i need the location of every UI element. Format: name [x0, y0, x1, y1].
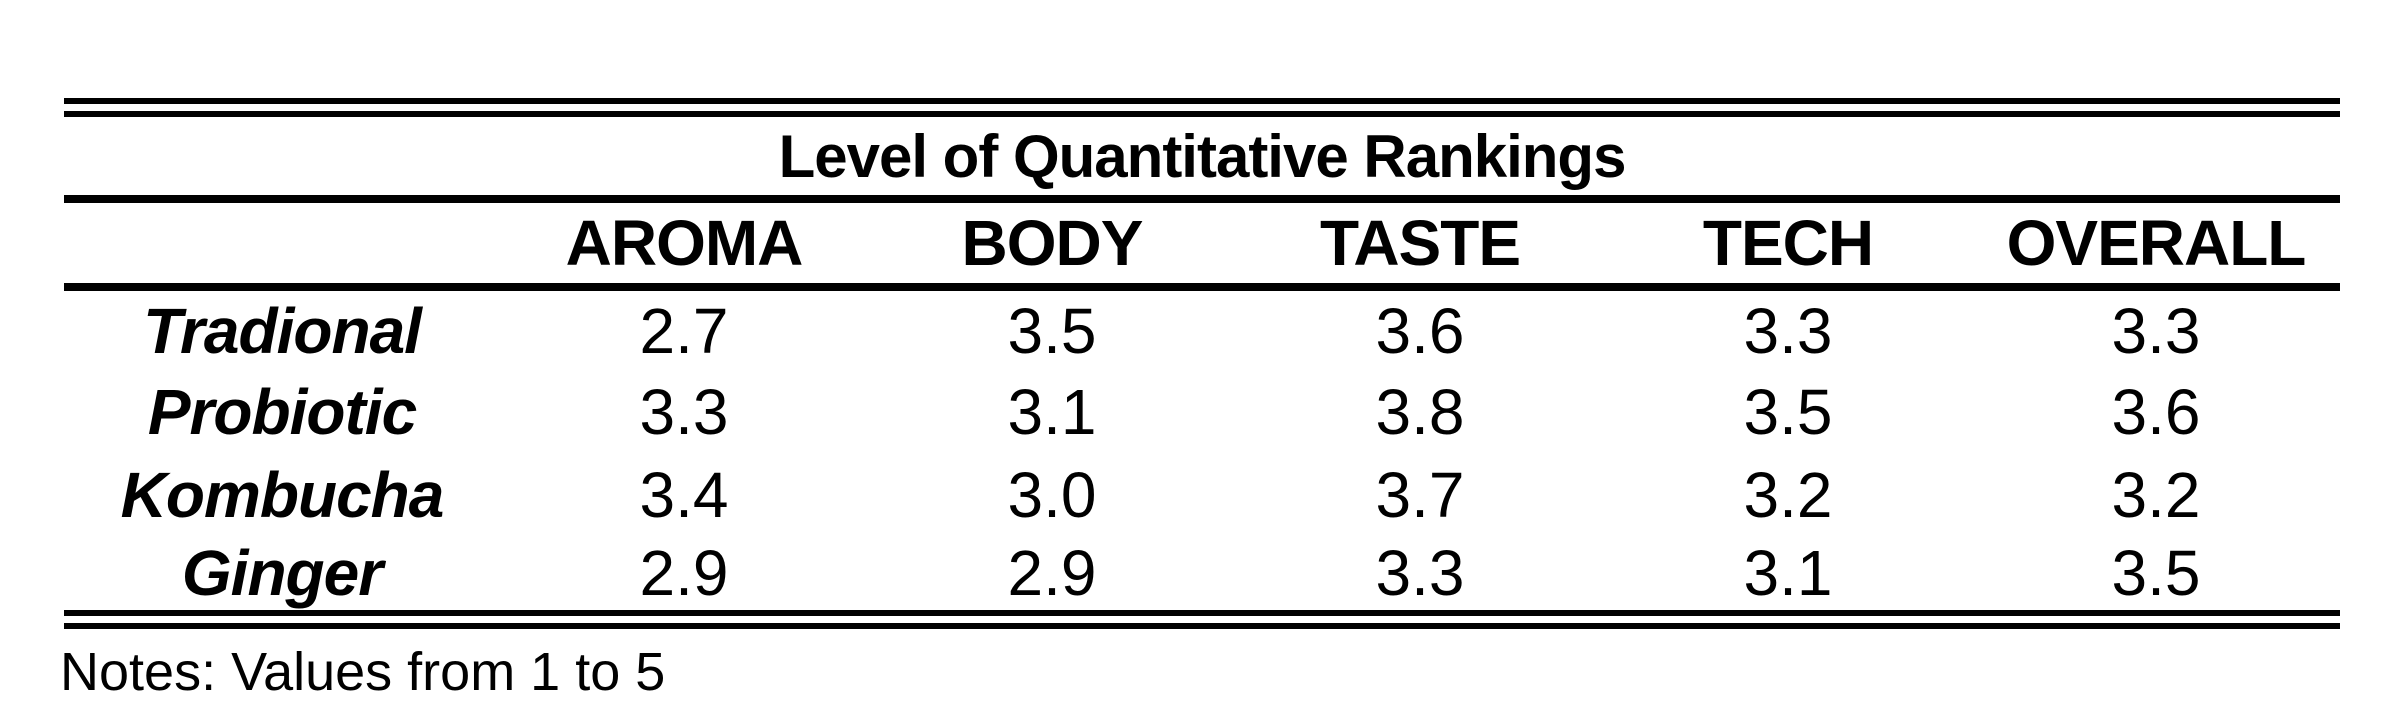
column-header-overall: OVERALL: [1972, 199, 2341, 291]
cell-ginger-body: 2.9: [1007, 537, 1097, 609]
title-row: Level of Quantitative Rankings: [64, 107, 2341, 203]
cell-kombucha-body: 3.0: [1007, 458, 1097, 531]
column-header-taste: TASTE: [1236, 199, 1604, 291]
corner-cell: [64, 199, 500, 291]
cell-ginger-aroma: 2.9: [639, 537, 729, 609]
cell-kombucha-tech: 3.2: [1743, 458, 1833, 531]
cell-ginger-tech: 3.1: [1743, 537, 1833, 609]
cell-tradional-overall: 3.3: [2111, 294, 2201, 367]
column-header-aroma: AROMA: [500, 199, 868, 291]
table-title: Level of Quantitative Rankings: [64, 107, 2341, 203]
table-row-kombucha: Kombucha 3.4 3.0 3.7 3.2 3.2: [64, 453, 2340, 536]
column-header-body: BODY: [868, 199, 1236, 291]
cell-tradional-body: 3.5: [1007, 294, 1097, 367]
cell-kombucha-aroma: 3.4: [639, 458, 729, 531]
rankings-table: Level of Quantitative Rankings AROMA BOD…: [64, 98, 2341, 629]
table-row-probiotic: Probiotic 3.3 3.1 3.8 3.5 3.6: [64, 370, 2340, 453]
cell-kombucha-overall: 3.2: [2111, 458, 2201, 531]
table-notes: Notes: Values from 1 to 5: [60, 642, 666, 702]
column-header-tech: TECH: [1604, 199, 1972, 291]
cell-tradional-aroma: 2.7: [639, 294, 729, 367]
cell-ginger-overall: 3.5: [2111, 537, 2201, 609]
cell-kombucha-taste: 3.7: [1375, 458, 1465, 531]
row-label-ginger: Ginger: [181, 537, 383, 609]
cell-probiotic-tech: 3.5: [1743, 375, 1833, 448]
table-row-tradional: Tradional 2.7 3.5 3.6 3.3 3.3: [64, 287, 2340, 370]
table-row-ginger: Ginger 2.9 2.9 3.3 3.1 3.5: [64, 536, 2340, 620]
cell-tradional-taste: 3.6: [1375, 294, 1465, 367]
cell-probiotic-aroma: 3.3: [639, 375, 729, 448]
cell-probiotic-taste: 3.8: [1375, 375, 1465, 448]
row-label-probiotic: Probiotic: [147, 375, 417, 448]
cell-tradional-tech: 3.3: [1743, 294, 1833, 367]
cell-probiotic-body: 3.1: [1007, 375, 1097, 448]
cell-probiotic-overall: 3.6: [2111, 375, 2201, 448]
header-row: AROMA BODY TASTE TECH OVERALL: [64, 199, 2341, 291]
row-label-tradional: Tradional: [143, 294, 422, 367]
cell-ginger-taste: 3.3: [1375, 537, 1465, 609]
row-label-kombucha: Kombucha: [120, 458, 445, 531]
